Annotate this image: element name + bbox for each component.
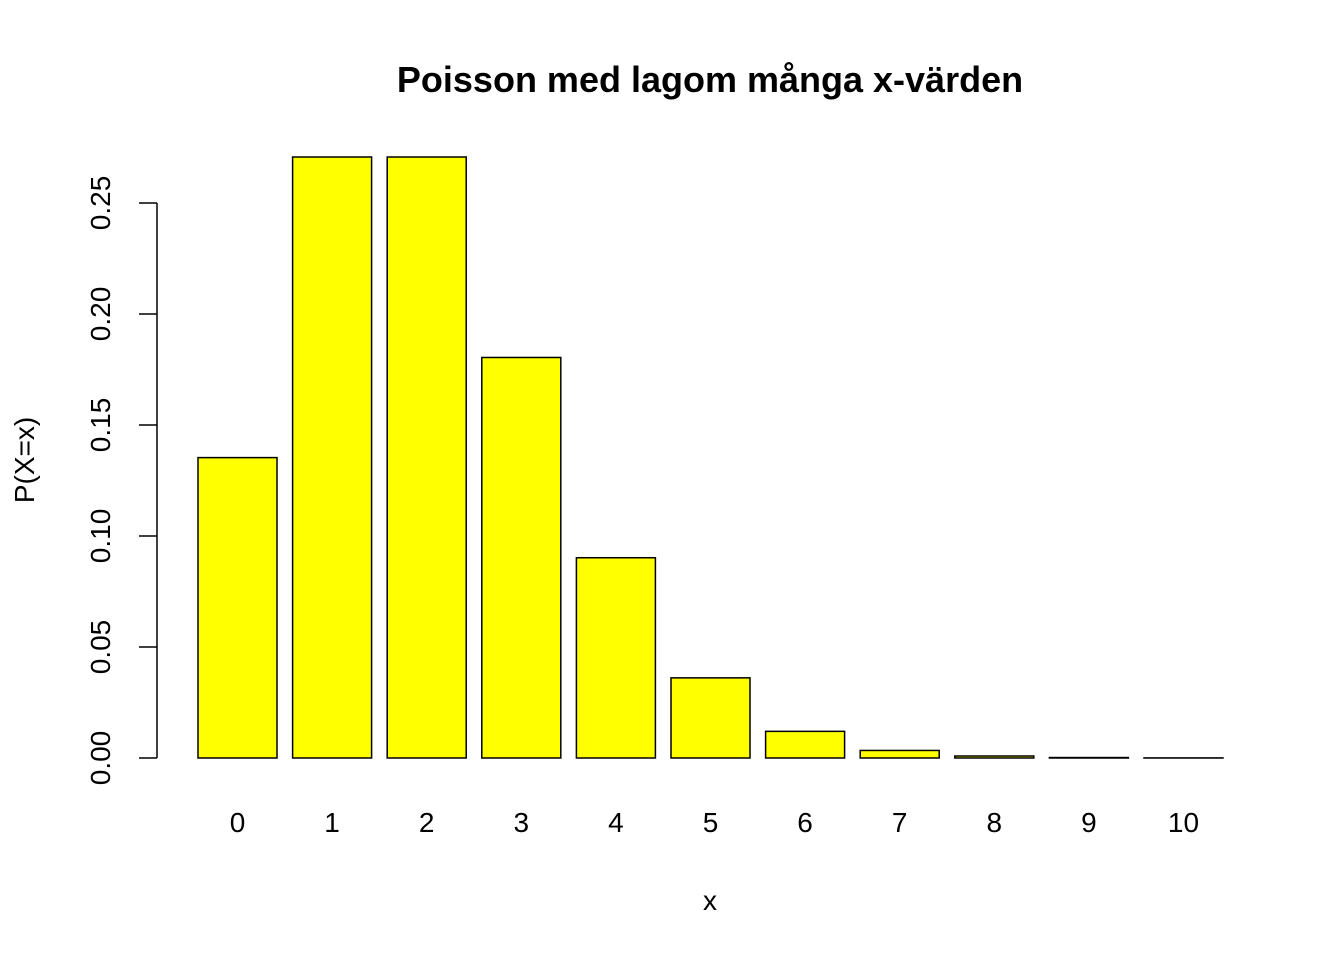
x-tick-label-2: 2 (419, 807, 435, 838)
x-tick-label-5: 5 (703, 807, 719, 838)
bar-3 (481, 356, 562, 759)
x-tick-label-8: 8 (987, 807, 1003, 838)
x-tick-label-7: 7 (892, 807, 908, 838)
x-tick-label-1: 1 (324, 807, 340, 838)
y-tick-label: 0.05 (85, 620, 116, 675)
bar-6 (764, 730, 846, 759)
x-tick-label-6: 6 (797, 807, 813, 838)
x-tick-label-9: 9 (1081, 807, 1097, 838)
x-tick-label-10: 10 (1168, 807, 1199, 838)
bar-0 (197, 456, 278, 759)
y-axis: 0.00 0.05 0.10 0.15 0.20 0.25 (85, 176, 158, 786)
x-tick-labels: 0 1 2 3 4 5 6 7 8 9 10 (230, 807, 1199, 838)
bar-2 (386, 156, 467, 759)
bar-1 (291, 156, 373, 759)
chart-title: Poisson med lagom många x-värden (397, 59, 1023, 100)
x-tick-label-3: 3 (514, 807, 530, 838)
bar-5 (670, 677, 751, 759)
bar-4 (575, 556, 657, 759)
bars-group (197, 156, 1224, 759)
x-tick-label-4: 4 (608, 807, 624, 838)
y-tick-label: 0.10 (85, 509, 116, 564)
y-tick-label: 0.00 (85, 731, 116, 786)
x-tick-label-0: 0 (230, 807, 246, 838)
x-axis-label: x (703, 885, 717, 916)
bar-7 (859, 749, 940, 759)
y-tick-label: 0.25 (85, 176, 116, 231)
y-tick-label: 0.15 (85, 398, 116, 453)
y-axis-label: P(X=x) (9, 417, 40, 503)
y-tick-label: 0.20 (85, 287, 116, 342)
bar-8 (954, 755, 1035, 759)
